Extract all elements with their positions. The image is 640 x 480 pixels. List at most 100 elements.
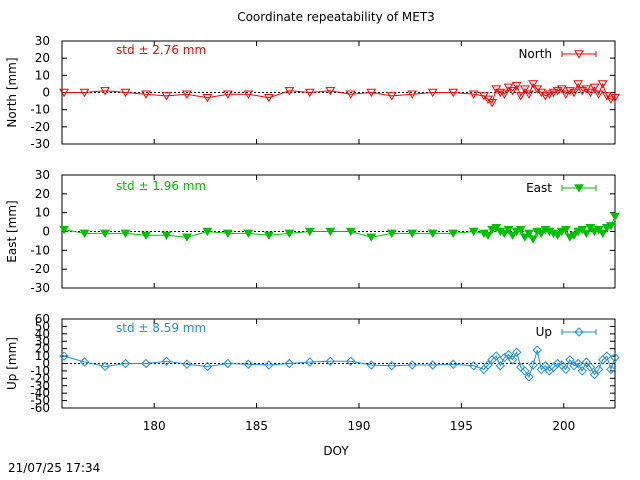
chart-title: Coordinate repeatability of MET3 <box>237 10 435 24</box>
east-data-point <box>427 229 438 238</box>
north-data-point <box>499 90 510 99</box>
up-y-tick-label: 10 <box>35 349 50 363</box>
north-data-point <box>573 80 584 89</box>
east-data-point <box>606 222 616 231</box>
up-legend-marker <box>574 327 584 337</box>
north-data-point <box>407 90 418 99</box>
up-data-point <box>346 356 356 366</box>
up-data-point <box>448 359 458 369</box>
north-std-annotation: std ± 2.76 mm <box>116 43 206 57</box>
east-data-point <box>202 227 213 237</box>
up-data-point <box>577 366 587 376</box>
north-data-point <box>552 87 563 96</box>
up-data-point <box>366 360 376 370</box>
east-data-point <box>325 227 336 237</box>
east-data-point <box>569 231 579 240</box>
up-data-point <box>223 358 233 369</box>
up-data-point <box>428 360 438 370</box>
up-data-point <box>495 361 506 371</box>
up-data-point <box>141 358 151 369</box>
up-data-point <box>264 360 274 370</box>
east-data-point <box>100 229 110 238</box>
up-data-point <box>585 362 596 372</box>
north-data-point <box>304 88 315 98</box>
north-y-tick-label: 10 <box>35 68 50 82</box>
up-data-point <box>284 358 295 369</box>
north-data-point <box>345 90 356 99</box>
east-data-point <box>448 229 459 238</box>
north-data-point <box>507 87 518 96</box>
up-y-tick-label: 30 <box>35 334 50 348</box>
up-data-point <box>589 369 600 380</box>
north-data-point <box>606 95 616 104</box>
north-data-point <box>223 90 233 99</box>
east-data-point <box>120 229 131 238</box>
north-data-point <box>556 85 567 94</box>
panel-north: -30 -20 -10 0 10 20 30 North [mm] std ± 2.76 mm N… <box>5 34 620 151</box>
north-y-tick-label: 30 <box>35 34 50 48</box>
up-data-point <box>305 357 315 367</box>
east-data-point <box>345 227 356 237</box>
up-data-point <box>540 361 551 371</box>
east-data-point <box>263 231 274 240</box>
east-y-tick-label: 20 <box>35 187 50 201</box>
north-data-point <box>589 83 600 92</box>
north-data-point <box>141 90 151 99</box>
up-data-point <box>491 351 501 361</box>
north-data-point <box>79 88 90 98</box>
north-data-point <box>528 80 538 89</box>
east-y-tick-label: 10 <box>35 206 50 220</box>
east-data-point <box>366 233 377 242</box>
east-data-point <box>597 229 608 238</box>
up-y-tick-label: -30 <box>30 379 50 393</box>
east-data-point <box>552 231 563 240</box>
up-data-point <box>610 352 620 363</box>
timestamp: 21/07/25 17:34 <box>8 461 101 475</box>
up-std-annotation: std ± 8.59 mm <box>116 321 206 335</box>
east-data-point <box>528 235 538 244</box>
up-y-tick-label: -10 <box>30 364 50 378</box>
north-legend-marker <box>574 50 584 59</box>
east-data-point <box>536 229 547 238</box>
up-data-point <box>581 357 592 367</box>
north-data-point <box>544 90 555 99</box>
north-data-point <box>263 93 274 103</box>
north-data-point <box>520 85 530 94</box>
up-y-axis-label: Up [mm] <box>5 337 19 390</box>
up-data-point <box>593 364 604 375</box>
east-y-axis-label: East [mm] <box>5 200 19 262</box>
up-data-point <box>483 360 493 370</box>
north-data-point <box>515 92 526 101</box>
east-y-tick-label: -20 <box>30 262 50 276</box>
up-data-point <box>468 361 479 371</box>
up-data-point <box>507 355 518 365</box>
north-data-point <box>468 90 479 99</box>
east-data-point <box>407 229 418 238</box>
east-data-point <box>503 225 514 235</box>
up-data-point <box>524 372 534 382</box>
east-data-point <box>304 227 315 237</box>
north-y-tick-label: 20 <box>35 51 50 65</box>
north-data-point <box>524 90 534 99</box>
up-data-point <box>606 364 616 375</box>
east-y-tick-label: 30 <box>35 168 50 182</box>
up-y-tick-label: 20 <box>35 342 50 356</box>
up-data-point <box>520 366 530 376</box>
north-y-tick-label: -10 <box>30 103 50 117</box>
east-data-point <box>524 229 534 238</box>
north-data-point <box>386 92 397 101</box>
east-data-point <box>161 231 172 240</box>
north-data-point <box>597 80 608 89</box>
up-y-tick-label: -50 <box>30 394 50 408</box>
east-data-point <box>499 229 510 238</box>
north-data-point <box>565 87 575 96</box>
east-data-point <box>507 231 518 240</box>
north-data-point <box>610 93 620 103</box>
up-y-tick-label: -40 <box>30 386 50 400</box>
east-legend-label: East <box>526 181 552 195</box>
north-data-point <box>577 87 588 96</box>
east-data-point <box>386 229 397 238</box>
north-data-point <box>511 81 522 91</box>
